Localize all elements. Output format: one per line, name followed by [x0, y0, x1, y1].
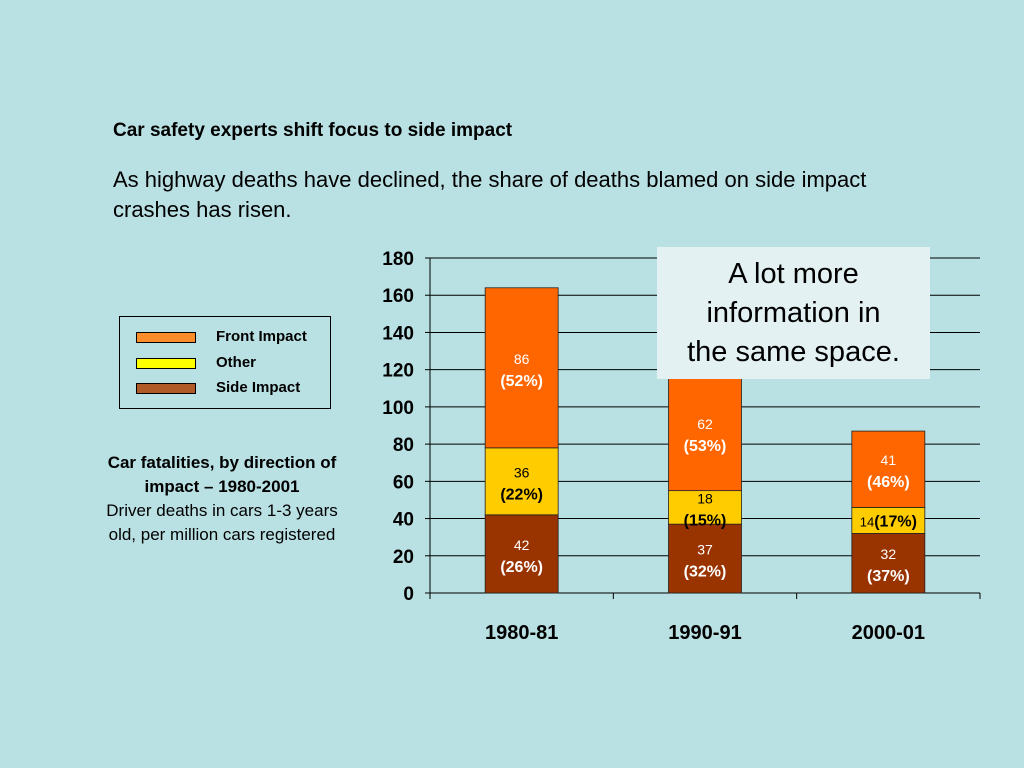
data-label-percent: (46%) [867, 474, 910, 491]
data-label-percent: (26%) [500, 559, 543, 576]
y-tick-label: 160 [382, 286, 414, 307]
y-tick-label: 0 [403, 584, 414, 605]
y-tick-label: 40 [393, 510, 414, 531]
data-label: 32 [881, 546, 897, 562]
slide-title: Car safety experts shift focus to side i… [113, 120, 513, 141]
y-tick-label: 60 [393, 472, 414, 493]
y-tick-label: 140 [382, 323, 414, 344]
data-label-percent: (37%) [867, 568, 910, 585]
y-tick-label: 20 [393, 547, 414, 568]
legend-swatch-other [136, 358, 196, 369]
caption-text: Driver deaths in cars 1-3 years old, per… [106, 501, 338, 544]
data-label: 42 [514, 537, 530, 553]
data-label-percent: (32%) [684, 564, 727, 581]
legend-swatch-side-impact [136, 383, 196, 394]
data-label: 86 [514, 351, 530, 367]
bar-segment-other [484, 447, 559, 516]
data-label-percent: (52%) [500, 373, 543, 390]
caption-heading: Car fatalities, by direction of impact –… [107, 453, 337, 496]
bar-segment-side-impact [668, 523, 742, 594]
x-tick-label: 2000-01 [852, 622, 925, 644]
callout-box: A lot more information in the same space… [657, 247, 930, 379]
data-label-percent: (53%) [684, 438, 727, 455]
data-label-inline: 14(17%) [860, 513, 917, 530]
x-tick-label: 1980-81 [485, 622, 558, 644]
bar-segment-other [851, 506, 926, 534]
x-tick-label: 1990-91 [668, 622, 741, 644]
y-tick-label: 80 [393, 435, 414, 456]
bar-segment-other [668, 490, 742, 525]
bar-segment-front-impact [851, 430, 926, 508]
data-label: 62 [697, 416, 713, 432]
chart-legend: Front Impact Other Side Impact [119, 316, 331, 409]
data-label: 36 [514, 464, 530, 480]
y-tick-label: 180 [382, 249, 414, 270]
y-tick-label: 120 [382, 361, 414, 382]
bar-segment-side-impact [851, 533, 926, 594]
data-label-percent: (22%) [500, 486, 543, 503]
data-label-percent: (17%) [874, 513, 917, 530]
bar-segment-front-impact [668, 374, 742, 492]
slide-subtitle: As highway deaths have declined, the sha… [113, 167, 867, 222]
legend-swatch-front-impact [136, 332, 196, 343]
data-label: 37 [697, 542, 713, 558]
legend-label-other: Other [216, 354, 257, 371]
y-tick-label: 100 [382, 398, 414, 419]
legend-label-front-impact: Front Impact [216, 328, 307, 345]
data-label: 18 [697, 490, 713, 506]
chart-caption: Car fatalities, by direction of impact –… [97, 451, 347, 547]
legend-label-side-impact: Side Impact [216, 379, 301, 396]
data-label: 41 [881, 452, 897, 468]
bar-segment-side-impact [484, 514, 559, 594]
data-label-percent: (15%) [684, 512, 727, 529]
bar-segment-front-impact [484, 287, 559, 449]
data-label: 14 [860, 514, 874, 529]
